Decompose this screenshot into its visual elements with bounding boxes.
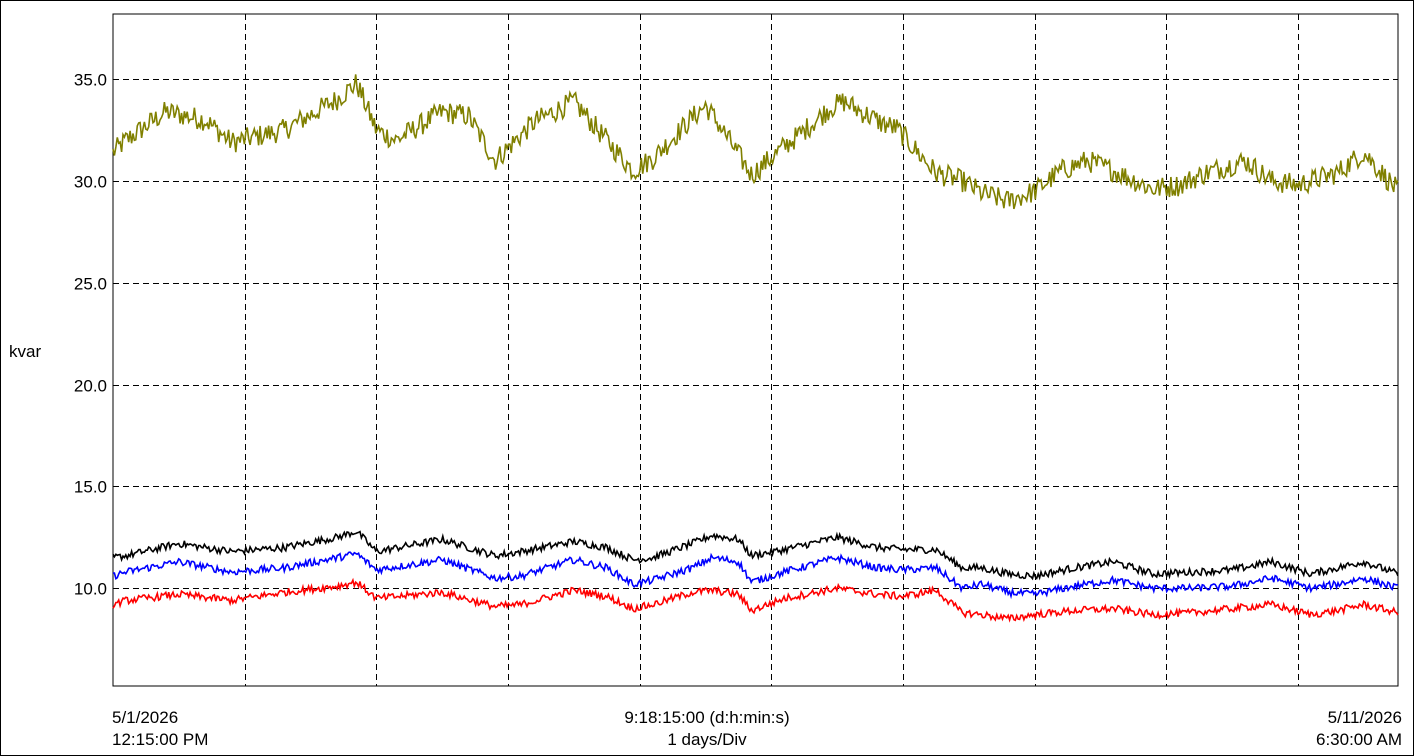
plot-area	[112, 13, 1399, 687]
y-tick-label: 15.0	[74, 478, 107, 497]
x-start-time-label: 12:15:00 PM	[112, 730, 209, 749]
y-tick-label: 30.0	[74, 173, 107, 192]
series-line	[112, 530, 1399, 581]
y-axis-title: kvar	[9, 342, 42, 361]
y-tick-label: 10.0	[74, 580, 107, 599]
y-tick-label: 35.0	[74, 71, 107, 90]
series-line	[112, 74, 1399, 210]
y-tick-label: 25.0	[74, 275, 107, 294]
x-end-time-label: 6:30:00 AM	[1315, 730, 1402, 749]
x-span-label: 9:18:15:00 (d:h:min:s)	[624, 708, 790, 727]
series-line	[113, 551, 1398, 600]
y-tick-label: 20.0	[74, 377, 107, 396]
series-line	[112, 577, 1399, 623]
x-division-label: 1 days/Div	[667, 730, 747, 749]
x-start-date-label: 5/1/2026	[112, 708, 179, 727]
x-end-date-label: 5/11/2026	[1327, 708, 1402, 727]
